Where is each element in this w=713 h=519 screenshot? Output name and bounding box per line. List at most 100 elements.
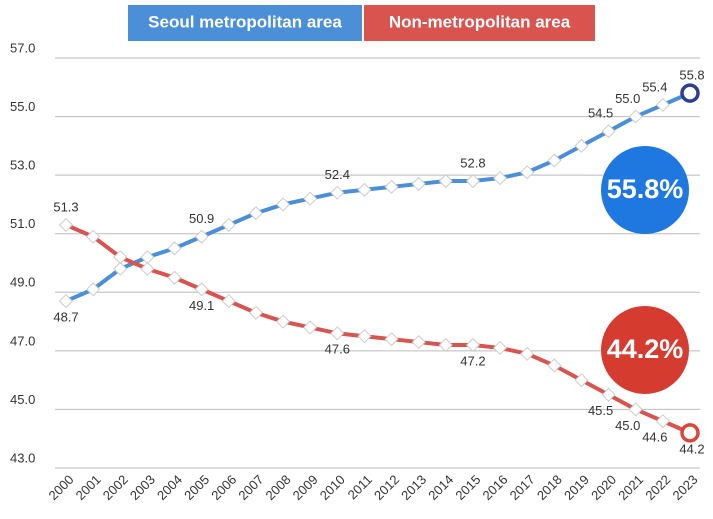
- x-tick-label: 2015: [452, 472, 483, 503]
- data-label: 44.6: [642, 430, 667, 445]
- data-label: 48.7: [53, 310, 78, 325]
- point-marker: [493, 340, 508, 355]
- data-label: 44.2: [679, 441, 704, 456]
- x-tick-label: 2002: [100, 472, 131, 503]
- point-marker: [167, 270, 182, 285]
- legend-box: [364, 5, 595, 41]
- point-marker: [330, 326, 345, 341]
- point-marker: [574, 373, 589, 388]
- data-label: 54.5: [588, 106, 613, 121]
- point-marker: [438, 173, 453, 189]
- y-tick-label: 49.0: [10, 275, 35, 290]
- x-tick-label: 2022: [642, 472, 673, 503]
- point-marker: [140, 261, 155, 276]
- x-tick-label: 2010: [317, 472, 348, 503]
- point-marker: [547, 153, 562, 168]
- point-marker: [86, 282, 101, 297]
- point-marker: [411, 335, 426, 350]
- point-marker: [113, 250, 128, 265]
- annotation-circle: [601, 146, 689, 234]
- x-tick-label: 2003: [127, 472, 158, 503]
- point-marker: [655, 97, 670, 112]
- point-marker: [86, 229, 101, 244]
- point-marker: [547, 358, 562, 373]
- x-tick-label: 2021: [615, 472, 646, 503]
- point-marker: [303, 191, 318, 206]
- point-marker: [303, 320, 318, 335]
- point-marker: [574, 138, 589, 153]
- x-tick-label: 2014: [425, 472, 456, 503]
- legend-label: Seoul metropolitan area: [148, 12, 342, 31]
- point-marker: [384, 179, 399, 194]
- x-tick-label: 2020: [588, 472, 619, 503]
- annotation-circle: [601, 306, 689, 394]
- y-tick-label: 45.0: [10, 392, 35, 407]
- end-marker: [680, 423, 700, 443]
- annotation-text: 55.8%: [607, 174, 684, 204]
- legend-label: Non-metropolitan area: [389, 12, 571, 31]
- point-marker: [113, 261, 128, 276]
- x-tick-label: 2000: [45, 472, 76, 503]
- data-label: 55.4: [642, 79, 667, 94]
- point-marker: [520, 165, 535, 180]
- x-tick-label: 2007: [235, 472, 266, 503]
- point-marker: [465, 337, 481, 353]
- point-marker: [357, 329, 372, 344]
- point-marker: [438, 337, 453, 353]
- x-tick-label: 2006: [208, 472, 239, 503]
- x-tick-label: 2019: [561, 472, 592, 503]
- point-marker: [248, 305, 263, 320]
- y-tick-label: 51.0: [10, 216, 35, 231]
- x-tick-label: 2016: [480, 472, 511, 503]
- x-tick-label: 2008: [263, 472, 294, 503]
- point-marker: [221, 217, 236, 232]
- data-label: 45.0: [615, 418, 640, 433]
- point-marker: [465, 173, 481, 189]
- series-line: [65, 91, 691, 303]
- data-label: 47.2: [460, 353, 485, 368]
- x-tick-label: 2005: [181, 472, 212, 503]
- x-tick-label: 2012: [371, 472, 402, 503]
- point-marker: [655, 414, 670, 429]
- point-marker: [628, 402, 643, 417]
- point-marker: [167, 241, 182, 256]
- point-marker: [140, 250, 155, 265]
- x-tick-label: 2009: [290, 472, 321, 503]
- point-marker: [58, 217, 74, 232]
- point-marker: [330, 185, 345, 200]
- data-label: 47.6: [325, 342, 350, 357]
- data-label: 49.1: [189, 298, 214, 313]
- point-marker: [194, 282, 209, 297]
- y-tick-label: 43.0: [10, 450, 35, 465]
- data-label: 55.0: [615, 91, 640, 106]
- data-label: 50.9: [189, 211, 214, 226]
- data-label: 52.4: [325, 167, 350, 182]
- point-marker: [411, 176, 426, 191]
- point-marker: [194, 229, 209, 244]
- legend-box: [128, 5, 362, 41]
- point-marker: [384, 332, 399, 347]
- point-marker: [520, 346, 535, 361]
- point-marker: [248, 206, 263, 221]
- data-label: 51.3: [53, 199, 78, 214]
- x-tick-label: 2011: [345, 472, 375, 502]
- point-marker: [601, 124, 616, 139]
- series-line: [65, 223, 691, 435]
- x-tick-label: 2023: [669, 472, 700, 503]
- y-tick-label: 53.0: [10, 158, 35, 173]
- data-label: 52.8: [460, 155, 485, 170]
- point-marker: [58, 294, 74, 309]
- data-label: 45.5: [588, 403, 613, 418]
- x-tick-label: 2013: [398, 472, 429, 503]
- data-label: 55.8: [679, 68, 704, 83]
- x-tick-label: 2004: [154, 472, 185, 503]
- y-tick-label: 57.0: [10, 40, 35, 55]
- y-tick-label: 47.0: [10, 333, 35, 348]
- point-marker: [275, 314, 291, 329]
- end-marker: [680, 83, 700, 103]
- point-marker: [275, 197, 291, 212]
- point-marker: [221, 294, 236, 309]
- x-tick-label: 2018: [534, 472, 565, 503]
- point-marker: [357, 182, 372, 197]
